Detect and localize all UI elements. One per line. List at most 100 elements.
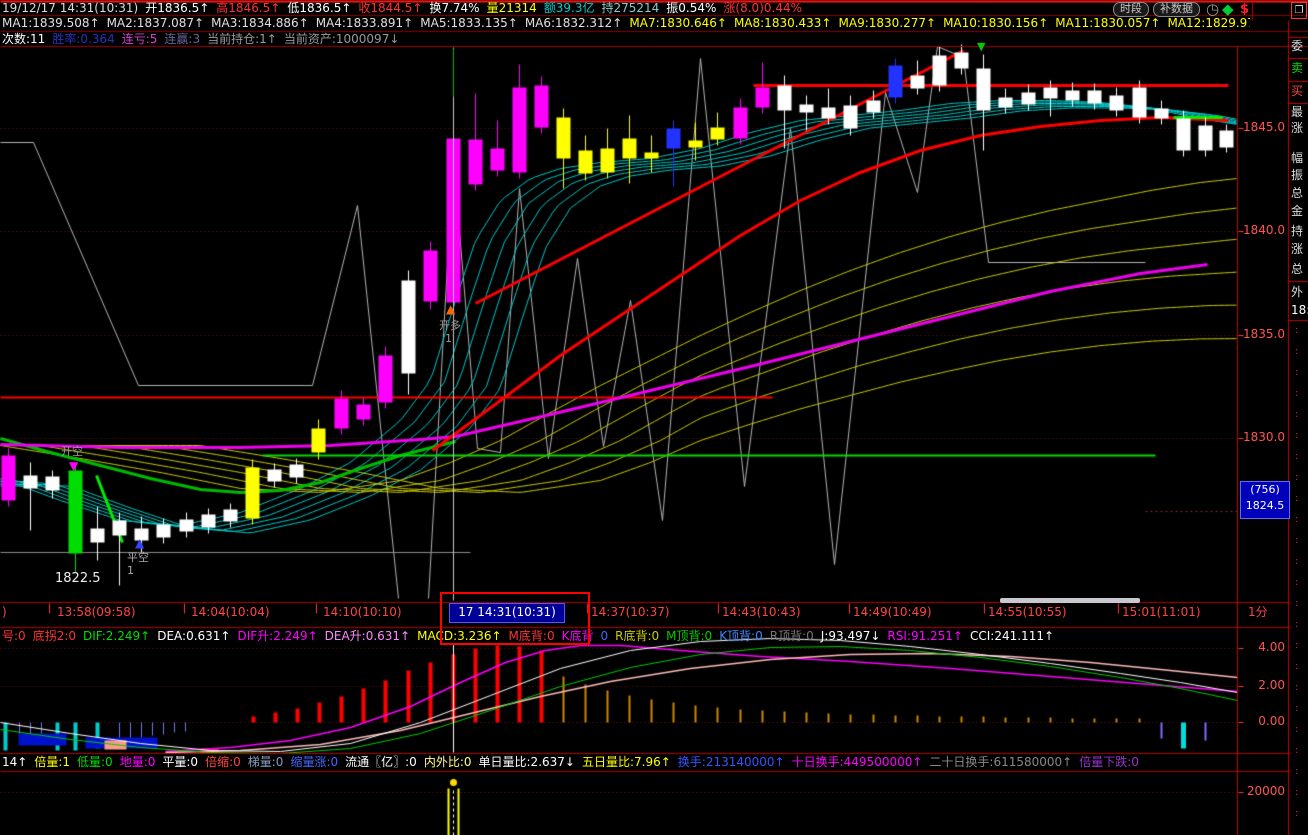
label: ) bbox=[2, 605, 7, 619]
token: MA8:1830.433↑ bbox=[733, 16, 832, 30]
price-tag-count: (756) bbox=[1250, 483, 1280, 496]
sidebar-tick: : bbox=[1295, 367, 1299, 378]
token: 二十日换手:611580000↑ bbox=[929, 755, 1073, 769]
horizontal-scrollbar[interactable] bbox=[1000, 598, 1140, 603]
token: MA7:1830.646↑ bbox=[629, 16, 727, 30]
sidebar-item: 总 bbox=[1291, 262, 1304, 276]
token: DIF:2.249↑ bbox=[83, 629, 151, 643]
label: 2.00 bbox=[1258, 678, 1285, 692]
fill-data-button[interactable]: 补数据 bbox=[1153, 2, 1200, 17]
money-icon[interactable]: $ bbox=[1240, 2, 1250, 17]
label: 1830.0 bbox=[1243, 430, 1285, 444]
sidebar-tick: : bbox=[1295, 640, 1299, 651]
token: MA1:1839.508↑ bbox=[2, 16, 100, 30]
sell-signal-marker: ▼ bbox=[977, 40, 986, 53]
token: 低量:0 bbox=[77, 755, 113, 769]
sidebar-tick: : bbox=[1295, 619, 1299, 630]
token: MA2:1837.087↑ bbox=[106, 16, 205, 30]
label: 14:49(10:49) bbox=[853, 605, 932, 619]
label: 1845.0 bbox=[1243, 120, 1285, 134]
price-tag-price: 1824.5 bbox=[1245, 499, 1285, 512]
token: 梯量:0 bbox=[247, 755, 284, 769]
window-restore-icon[interactable]: ❐ bbox=[1291, 2, 1307, 19]
token: 流通〖亿〗:0 bbox=[345, 755, 417, 769]
token: 持275214 bbox=[601, 1, 660, 15]
token: 收1844.5↑ bbox=[358, 1, 423, 15]
token: 平量:0 bbox=[162, 755, 199, 769]
diamond-icon[interactable]: ◆ bbox=[1222, 0, 1234, 18]
label: 1840.0 bbox=[1243, 223, 1285, 237]
sidebar-tick: : bbox=[1295, 577, 1299, 588]
token: CCI:241.111↑ bbox=[970, 629, 1055, 643]
token: 地量:0 bbox=[119, 755, 156, 769]
token: 内外比:0 bbox=[423, 755, 472, 769]
token: 倍缩:0 bbox=[205, 755, 241, 769]
token: 倍量:1 bbox=[34, 755, 71, 769]
label: 14:04(10:04) bbox=[191, 605, 270, 619]
token: K顶背:0 bbox=[719, 629, 763, 643]
account-stats-row: 次数:11 胜率:0.364 连亏:5 连赢:3 当前持仓:1↑ 当前资产:1000097… bbox=[2, 32, 1250, 46]
sidebar-tick: : bbox=[1295, 598, 1299, 609]
session-button[interactable]: 时段 bbox=[1113, 2, 1149, 17]
token: 胜率:0.364 bbox=[52, 32, 115, 46]
token: R顶背:0 bbox=[769, 629, 814, 643]
sidebar-tick: : bbox=[1295, 703, 1299, 714]
token: 额39.3亿 bbox=[543, 1, 595, 15]
token: DEA:0.631↑ bbox=[157, 629, 231, 643]
quote-info-row: 19/12/17 14:31(10:31) 开1836.5↑ 高1846.5↑ 低18… bbox=[2, 1, 1108, 15]
sidebar-item: 最 bbox=[1291, 105, 1304, 119]
selection-box bbox=[440, 592, 590, 645]
sidebar-tick: : bbox=[1295, 766, 1299, 777]
token: MA12:1829.973↑ bbox=[1167, 16, 1250, 30]
token: 底拐2:0 bbox=[32, 629, 77, 643]
sidebar-tick: : bbox=[1295, 493, 1299, 504]
sidebar-tick: : bbox=[1295, 451, 1299, 462]
token: 单日量比:2.637↓ bbox=[478, 755, 575, 769]
label: 14:37(10:37) bbox=[591, 605, 670, 619]
token: 开1836.5↑ bbox=[145, 1, 210, 15]
sidebar-tick: : bbox=[1295, 409, 1299, 420]
token: DEA升:0.631↑ bbox=[324, 629, 411, 643]
sidebar-tick: : bbox=[1295, 724, 1299, 735]
sidebar-item: 总 bbox=[1291, 186, 1304, 200]
token: 低1836.5↑ bbox=[287, 1, 352, 15]
token: 0 bbox=[600, 629, 609, 643]
token: MA5:1833.135↑ bbox=[420, 16, 518, 30]
token: 高1846.5↑ bbox=[216, 1, 281, 15]
token: MA6:1832.312↑ bbox=[524, 16, 623, 30]
token: 当前资产:1000097↓ bbox=[283, 32, 400, 46]
label: 14:10(10:10) bbox=[323, 605, 402, 619]
sidebar-item: 外 bbox=[1291, 285, 1304, 299]
label: 14:43(10:43) bbox=[722, 605, 801, 619]
token: 19/12/17 14:31(10:31) bbox=[2, 1, 139, 15]
selected-time-label: 17 14:31(10:31) bbox=[449, 603, 565, 623]
open-short-marker: ▼ bbox=[69, 459, 79, 473]
sidebar-tick: : bbox=[1295, 514, 1299, 525]
token: MA9:1830.277↑ bbox=[838, 16, 937, 30]
token: K底背 bbox=[561, 629, 594, 643]
label: 20000 bbox=[1246, 784, 1285, 798]
close-short-qty: 1 bbox=[127, 564, 134, 577]
token: 振0.54% bbox=[666, 1, 717, 15]
label: 1835.0 bbox=[1243, 327, 1285, 341]
token: 连赢:3 bbox=[164, 32, 201, 46]
close-short-marker: ▲ bbox=[135, 536, 145, 550]
sidebar-item: 幅 bbox=[1291, 151, 1304, 165]
volume-stats-row: 14↑ 倍量:1 低量:0 地量:0 平量:0 倍缩:0 梯量:0 缩量涨:0 流通〖亿〗:0 内… bbox=[2, 755, 1237, 769]
token: 涨(8.0)0.44% bbox=[723, 1, 802, 15]
sidebar-item: 委 bbox=[1291, 39, 1304, 53]
sidebar-tick: : bbox=[1295, 787, 1299, 798]
token: J:93.497↓ bbox=[820, 629, 881, 643]
ma-values-row: MA1:1839.508↑ MA2:1837.087↑ MA3:1834.886↑ M… bbox=[2, 16, 1250, 30]
clock-icon[interactable]: ◷ bbox=[1206, 0, 1220, 18]
open-long-qty: 1 bbox=[445, 332, 452, 345]
close-short-label: 平空 bbox=[127, 551, 149, 564]
sidebar-item: 18: bbox=[1291, 303, 1308, 317]
sidebar-tick: : bbox=[1295, 388, 1299, 399]
sidebar-tick: : bbox=[1295, 808, 1299, 819]
open-long-marker: ▲ bbox=[446, 302, 456, 316]
sidebar-item: 振 bbox=[1291, 168, 1304, 182]
sidebar-tick: : bbox=[1295, 556, 1299, 567]
